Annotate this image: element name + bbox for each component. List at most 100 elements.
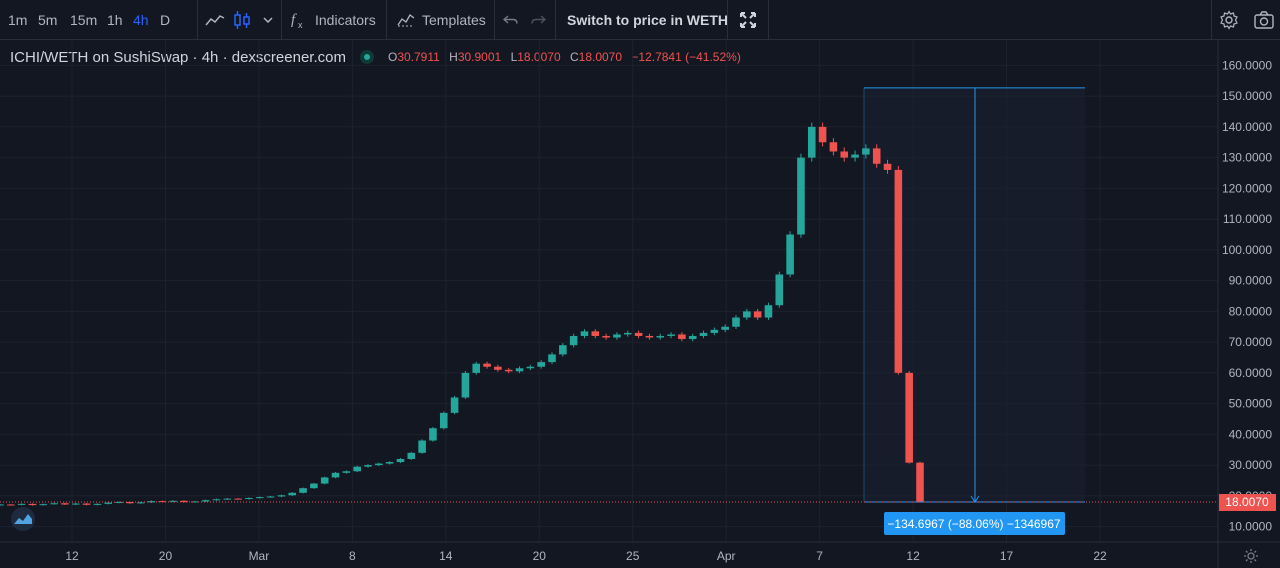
toolbar-divider bbox=[727, 0, 728, 40]
candle-body bbox=[678, 334, 686, 340]
candle-body bbox=[602, 335, 610, 338]
time-tick-label: 25 bbox=[626, 549, 640, 563]
candle-body bbox=[526, 366, 535, 369]
candle-body bbox=[472, 363, 481, 373]
candle-body bbox=[872, 148, 881, 164]
interval-d[interactable]: D bbox=[160, 12, 171, 28]
interval-15m[interactable]: 15m bbox=[70, 12, 98, 28]
candle-body bbox=[277, 495, 286, 497]
candle-body bbox=[764, 305, 773, 318]
interval-4h[interactable]: 4h bbox=[133, 12, 149, 28]
candle-body bbox=[212, 499, 221, 501]
dexscreener-logo-icon[interactable] bbox=[8, 506, 38, 532]
candle-body bbox=[126, 502, 134, 504]
time-tick-label: 12 bbox=[65, 549, 79, 563]
price-tick-label: 80.0000 bbox=[1229, 304, 1273, 318]
candle-body bbox=[288, 492, 297, 496]
candle-body bbox=[7, 504, 15, 506]
time-tick-label: 12 bbox=[906, 549, 920, 563]
time-axis[interactable]: 12 20 Mar 8 14 20 25 Apr 7 12 17 22 bbox=[65, 549, 1107, 563]
time-tick-label: Mar bbox=[249, 549, 270, 563]
candle-body bbox=[494, 366, 502, 370]
low-key: L bbox=[510, 50, 518, 64]
candle-body bbox=[775, 274, 784, 306]
candle-body bbox=[883, 163, 892, 170]
candle-body bbox=[255, 497, 264, 499]
candle-body bbox=[862, 148, 870, 155]
camera-icon[interactable] bbox=[1252, 0, 1276, 40]
candle-body bbox=[732, 317, 740, 327]
price-tick-label: 140.0000 bbox=[1222, 120, 1272, 134]
candle-body bbox=[245, 498, 253, 500]
line-chart-icon[interactable] bbox=[203, 0, 227, 40]
price-tick-label: 100.0000 bbox=[1222, 243, 1272, 257]
templates-button[interactable]: Templates bbox=[422, 12, 486, 28]
candle-body bbox=[840, 151, 849, 158]
price-tick-label: 10.0000 bbox=[1229, 520, 1273, 534]
candle-body bbox=[786, 234, 794, 275]
price-chart[interactable]: 10.000020.000030.000040.000050.000060.00… bbox=[0, 40, 1280, 568]
candle-body bbox=[634, 332, 643, 336]
toolbar-divider bbox=[494, 0, 495, 40]
last-price-tag-bg bbox=[1219, 494, 1276, 512]
templates-icon[interactable] bbox=[396, 0, 416, 40]
candle-body bbox=[61, 503, 69, 505]
price-tick-label: 30.0000 bbox=[1229, 458, 1273, 472]
candle-body bbox=[0, 504, 4, 506]
candle-body bbox=[753, 311, 762, 318]
open-key: O bbox=[387, 50, 398, 64]
switch-price-button[interactable]: Switch to price in WETH bbox=[567, 12, 729, 28]
candle-body bbox=[710, 329, 719, 333]
candles-icon[interactable] bbox=[231, 0, 253, 40]
measure-label: −134.6967 (−88.06%) −1346967 bbox=[884, 512, 1065, 536]
candle-body bbox=[353, 466, 361, 472]
candle-body bbox=[797, 157, 805, 235]
candle-body bbox=[537, 362, 545, 367]
candle-series bbox=[0, 122, 924, 506]
candle-body bbox=[407, 452, 416, 459]
price-tick-label: 120.0000 bbox=[1222, 181, 1272, 195]
candle-body bbox=[818, 126, 827, 143]
candle-body bbox=[483, 363, 491, 367]
high-key: H bbox=[449, 50, 458, 64]
candle-body bbox=[418, 440, 426, 453]
axis-settings-icon[interactable] bbox=[1243, 548, 1259, 564]
candle-body bbox=[147, 501, 156, 503]
price-tick-label: 110.0000 bbox=[1223, 212, 1272, 226]
measure-label-text: −134.6967 (−88.06%) −1346967 bbox=[887, 517, 1060, 531]
interval-5m[interactable]: 5m bbox=[38, 12, 58, 28]
redo-icon[interactable] bbox=[529, 0, 547, 40]
interval-1m[interactable]: 1m bbox=[8, 12, 28, 28]
candle-body bbox=[104, 502, 113, 504]
candle-body bbox=[28, 503, 37, 506]
candle-body bbox=[191, 501, 199, 503]
candle-body bbox=[461, 372, 470, 398]
price-tick-label: 90.0000 bbox=[1229, 274, 1273, 288]
candle-body bbox=[905, 372, 913, 463]
price-axis[interactable]: 10.000020.000030.000040.000050.000060.00… bbox=[1222, 58, 1272, 533]
candle-body bbox=[201, 500, 210, 502]
candle-body bbox=[169, 500, 177, 502]
time-tick-label: 7 bbox=[816, 549, 823, 563]
time-tick-label: 14 bbox=[439, 549, 453, 563]
candle-body bbox=[266, 496, 275, 498]
candle-body bbox=[504, 369, 513, 372]
candle-body bbox=[569, 335, 578, 346]
price-tick-label: 130.0000 bbox=[1222, 151, 1272, 165]
undo-icon[interactable] bbox=[502, 0, 520, 40]
candle-body bbox=[375, 463, 383, 466]
candle-body bbox=[645, 335, 654, 338]
candle-body bbox=[71, 503, 80, 505]
candle-body bbox=[515, 368, 524, 372]
candle-body bbox=[396, 458, 405, 463]
time-tick-label: 20 bbox=[533, 549, 547, 563]
indicators-button[interactable]: Indicators bbox=[315, 12, 376, 28]
settings-icon[interactable] bbox=[1217, 0, 1241, 40]
candle-body bbox=[223, 498, 232, 500]
change-value: −12.7841 (−41.52%) bbox=[631, 50, 741, 64]
interval-1h[interactable]: 1h bbox=[107, 12, 123, 28]
candle-body bbox=[82, 503, 91, 505]
chevron-down-icon[interactable] bbox=[261, 0, 275, 40]
fullscreen-icon[interactable] bbox=[738, 0, 758, 40]
